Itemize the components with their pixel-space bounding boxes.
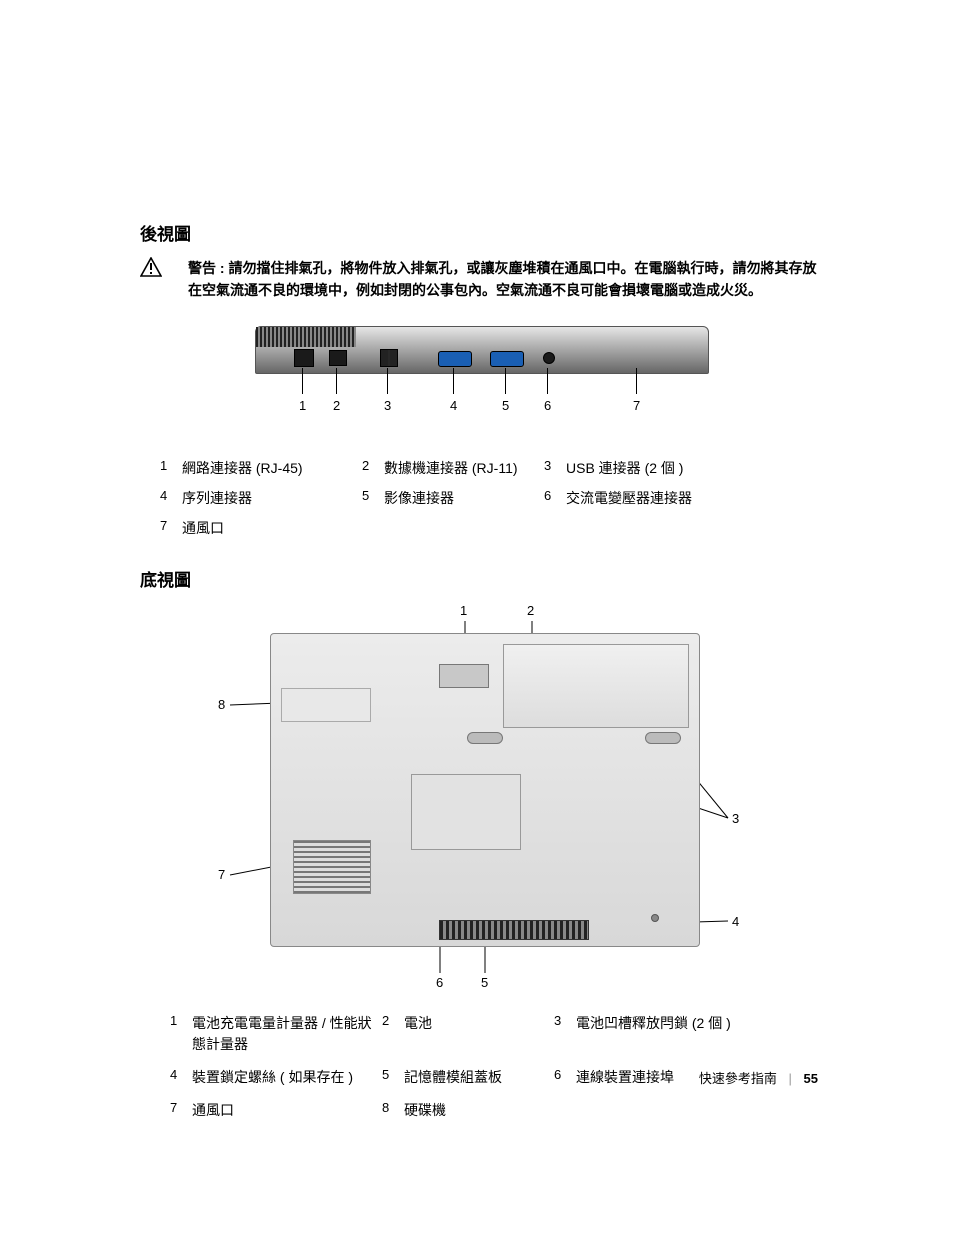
legend-text: 電池 (404, 1013, 554, 1055)
callout-8: 8 (218, 697, 225, 712)
rear-pointer: 5 (502, 368, 509, 413)
legend-text: 記憶體模組蓋板 (404, 1067, 554, 1088)
callout-3: 3 (732, 811, 739, 826)
legend-number: 2 (382, 1013, 404, 1055)
callout-5: 5 (481, 975, 488, 990)
warning-label: 警告 : (188, 260, 225, 276)
rear-pointer-number: 2 (333, 398, 340, 413)
legend-number: 4 (160, 488, 182, 508)
rear-pointer: 2 (333, 368, 340, 413)
rear-pointer: 1 (299, 368, 306, 413)
legend-text: 數據機連接器 (RJ-11) (384, 458, 544, 478)
rear-pointer: 6 (544, 368, 551, 413)
bottom-vent-shape (293, 840, 371, 894)
legend-number: 1 (160, 458, 182, 478)
footer-separator: | (789, 1071, 792, 1086)
legend-number: 3 (554, 1013, 576, 1055)
usb-port-shape (380, 349, 398, 367)
rear-pointer-row: 1 2 3 4 5 6 7 (255, 374, 709, 418)
vga-port-shape (490, 351, 524, 367)
rear-pointer-number: 4 (450, 398, 457, 413)
legend-text: 序列連接器 (182, 488, 362, 508)
callout-6: 6 (436, 975, 443, 990)
legend-text: 通風口 (192, 1100, 382, 1121)
bottom-legend: 1電池充電電量計量器 / 性能狀態計量器2電池3電池凹槽釋放閂鎖 (2 個 ) 4… (170, 1013, 824, 1121)
legend-text: 電池凹槽釋放閂鎖 (2 個 ) (576, 1013, 766, 1055)
warning-body: 請勿擋住排氣孔，將物件放入排氣孔，或讓灰塵堆積在通風口中。在電腦執行時，請勿將其… (188, 260, 816, 298)
callout-2: 2 (527, 603, 534, 618)
legend-text: 網路連接器 (RJ-45) (182, 458, 362, 478)
legend-number: 7 (160, 518, 182, 538)
legend-text: 硬碟機 (404, 1100, 554, 1121)
page-footer: 快速參考指南 | 55 (699, 1068, 818, 1087)
battery-shape (503, 644, 689, 728)
hdd-shape (281, 688, 371, 722)
rear-view-figure: 1 2 3 4 5 6 7 (142, 326, 822, 418)
legend-text: 交流電變壓器連接器 (566, 488, 746, 508)
dc-port-shape (543, 352, 555, 364)
rear-view-title: 後視圖 (140, 220, 824, 245)
latch-shape (645, 732, 681, 744)
legend-number: 8 (382, 1100, 404, 1121)
docking-connector-shape (439, 920, 589, 940)
rear-pointer-number: 6 (544, 398, 551, 413)
legend-number: 5 (382, 1067, 404, 1088)
legend-number: 3 (544, 458, 566, 478)
rear-pointer-number: 3 (384, 398, 391, 413)
legend-number: 6 (544, 488, 566, 508)
rear-pointer-number: 1 (299, 398, 306, 413)
rj45-port-shape (294, 349, 314, 367)
legend-number: 1 (170, 1013, 192, 1055)
legend-number: 4 (170, 1067, 192, 1088)
rear-pointer-number: 7 (633, 398, 640, 413)
bottom-view-title: 底視圖 (140, 566, 824, 591)
latch-shape (467, 732, 503, 744)
rear-pointer: 3 (384, 368, 391, 413)
rear-pointer-number: 5 (502, 398, 509, 413)
footer-page-number: 55 (804, 1071, 818, 1086)
bottom-device-illustration (270, 633, 700, 947)
memory-cover-shape (411, 774, 521, 850)
warning-text: 警告 : 請勿擋住排氣孔，將物件放入排氣孔，或讓灰塵堆積在通風口中。在電腦執行時… (172, 257, 824, 302)
warning-icon (140, 257, 162, 277)
vent-shape (256, 327, 356, 347)
rear-device-illustration (255, 326, 709, 374)
rj11-port-shape (329, 350, 347, 366)
legend-number: 7 (170, 1100, 192, 1121)
legend-number: 5 (362, 488, 384, 508)
screw-shape (651, 914, 659, 922)
callout-7: 7 (218, 867, 225, 882)
legend-text: 通風口 (182, 518, 362, 538)
callout-4: 4 (732, 914, 739, 929)
legend-number: 2 (362, 458, 384, 478)
rear-pointer: 4 (450, 368, 457, 413)
legend-text: 電池充電電量計量器 / 性能狀態計量器 (192, 1013, 382, 1055)
battery-meter-shape (439, 664, 489, 688)
legend-text: 裝置鎖定螺絲 ( 如果存在 ) (192, 1067, 382, 1088)
legend-number: 6 (554, 1067, 576, 1088)
legend-text: 影像連接器 (384, 488, 544, 508)
bottom-view-figure: 1 2 3 4 5 6 7 8 (140, 603, 840, 993)
footer-doc-title: 快速參考指南 (699, 1071, 777, 1086)
rear-pointer: 7 (633, 368, 640, 413)
serial-port-shape (438, 351, 472, 367)
legend-text: USB 連接器 (2 個 ) (566, 458, 746, 478)
callout-1: 1 (460, 603, 467, 618)
rear-legend: 1網路連接器 (RJ-45)2數據機連接器 (RJ-11)3USB 連接器 (2… (160, 458, 824, 538)
warning-block: 警告 : 請勿擋住排氣孔，將物件放入排氣孔，或讓灰塵堆積在通風口中。在電腦執行時… (140, 257, 824, 302)
